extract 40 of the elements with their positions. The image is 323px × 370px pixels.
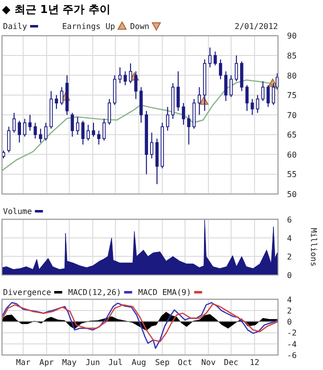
y-tick-label: 0 <box>287 318 292 327</box>
x-tick-label: 12 <box>250 358 260 367</box>
y-tick-label: 2 <box>287 306 292 316</box>
y-tick-label: 90 <box>287 32 297 41</box>
y-tick-label: 0 <box>287 271 292 280</box>
legend-label: Earnings Up <box>62 22 116 31</box>
x-tick-label: Dec <box>224 358 239 367</box>
y-tick-label: 4 <box>287 234 292 243</box>
y-tick-label: 2 <box>287 252 292 262</box>
y-tick-label: 80 <box>287 71 297 80</box>
legend-label: MACD EMA(9) <box>138 288 192 297</box>
y-tick-label: 60 <box>287 150 297 160</box>
y-tick-label: -4 <box>287 340 297 349</box>
legend-label: Down <box>130 22 150 31</box>
legend-label: Volume <box>3 207 32 216</box>
y-tick-label: 70 <box>287 110 297 120</box>
text: 2/01/2012 <box>234 22 278 31</box>
x-tick-label: Jun <box>86 358 100 367</box>
x-tick-label: Apr <box>39 358 54 367</box>
x-tick-label: Jul <box>108 358 123 367</box>
y-tick-label: 4 <box>287 295 292 304</box>
x-tick-label: May <box>62 358 77 367</box>
y-tick-label: 6 <box>287 215 292 224</box>
chart-title: ◆ 최근 1년 주가 추이 <box>2 3 110 16</box>
y-tick-label: 50 <box>287 190 297 199</box>
x-tick-label: Aug <box>132 358 146 367</box>
y-tick-label: 75 <box>287 91 297 100</box>
y-tick-label: 65 <box>287 130 297 140</box>
x-tick-label: Nov <box>201 358 216 367</box>
x-tick-label: Sep <box>155 358 170 367</box>
y-tick-label: -6 <box>287 351 297 360</box>
y-tick-label: 55 <box>287 170 297 180</box>
legend-label: Divergence <box>3 288 52 297</box>
y-axis-title: Millions <box>309 228 318 267</box>
x-tick-label: Mar <box>16 358 31 367</box>
y-tick-label: -2 <box>287 328 297 338</box>
legend-label: Daily <box>3 22 28 31</box>
x-tick-label: Oct <box>178 358 192 367</box>
y-tick-label: 85 <box>287 51 297 60</box>
legend-label: MACD(12,26) <box>68 288 122 297</box>
